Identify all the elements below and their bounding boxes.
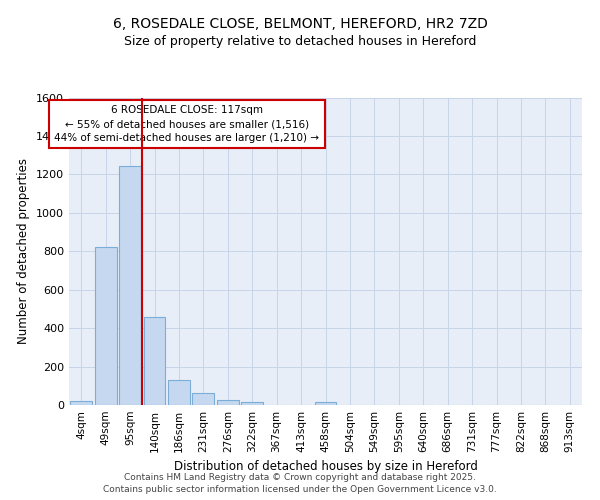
Bar [95,248,116,405]
Bar [241,402,263,405]
X-axis label: Distribution of detached houses by size in Hereford: Distribution of detached houses by size … [173,460,478,473]
Bar [168,380,190,405]
Bar [314,402,337,405]
Bar [143,316,166,405]
Text: Contains HM Land Registry data © Crown copyright and database right 2025.: Contains HM Land Registry data © Crown c… [124,472,476,482]
Y-axis label: Number of detached properties: Number of detached properties [17,158,31,344]
Text: Contains public sector information licensed under the Open Government Licence v3: Contains public sector information licen… [103,485,497,494]
Text: Size of property relative to detached houses in Hereford: Size of property relative to detached ho… [124,35,476,48]
Bar [217,400,239,405]
Text: 6 ROSEDALE CLOSE: 117sqm
← 55% of detached houses are smaller (1,516)
44% of sem: 6 ROSEDALE CLOSE: 117sqm ← 55% of detach… [55,105,319,143]
Bar [119,166,141,405]
Bar [193,392,214,405]
Text: 6, ROSEDALE CLOSE, BELMONT, HEREFORD, HR2 7ZD: 6, ROSEDALE CLOSE, BELMONT, HEREFORD, HR… [113,18,487,32]
Bar [70,401,92,405]
